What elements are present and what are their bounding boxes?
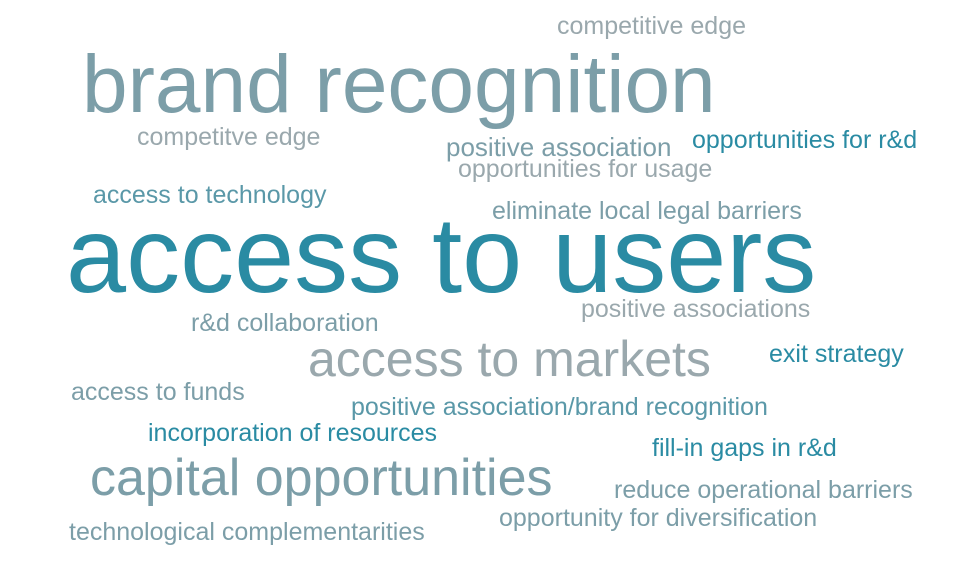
word-positive-associations: positive associations [581,295,811,323]
word-eliminate-local-legal-barriers: eliminate local legal barriers [492,197,802,225]
word-positive-association: positive association [446,132,672,162]
word-brand-recognition: brand recognition [82,39,716,130]
word-opportunity-for-diversification: opportunity for diversification [499,504,818,532]
word-incorporation-of-resources: incorporation of resources [148,419,438,447]
word-access-to-technology: access to technology [93,181,327,209]
word-exit-strategy: exit strategy [769,340,904,368]
word-positive-association-brand-recognition: positive association/brand recognition [351,393,768,421]
word-rd-collaboration: r&d collaboration [191,309,379,337]
word-access-to-users: access to users [66,194,817,315]
word-fill-in-gaps-in-rd: fill-in gaps in r&d [652,434,837,462]
word-opportunities-for-usage: opportunities for usage [458,155,713,183]
word-capital-opportunities: capital opportunities [90,449,553,507]
word-reduce-operational-barriers: reduce operational barriers [614,476,913,504]
word-competitive-edge: competitive edge [557,12,747,40]
word-technological-complementarities: technological complementarities [69,518,425,546]
word-competitve-edge: competitve edge [137,123,321,151]
word-access-to-funds: access to funds [71,378,245,406]
word-access-to-markets: access to markets [308,331,711,387]
word-opportunities-for-rd: opportunities for r&d [692,126,918,154]
